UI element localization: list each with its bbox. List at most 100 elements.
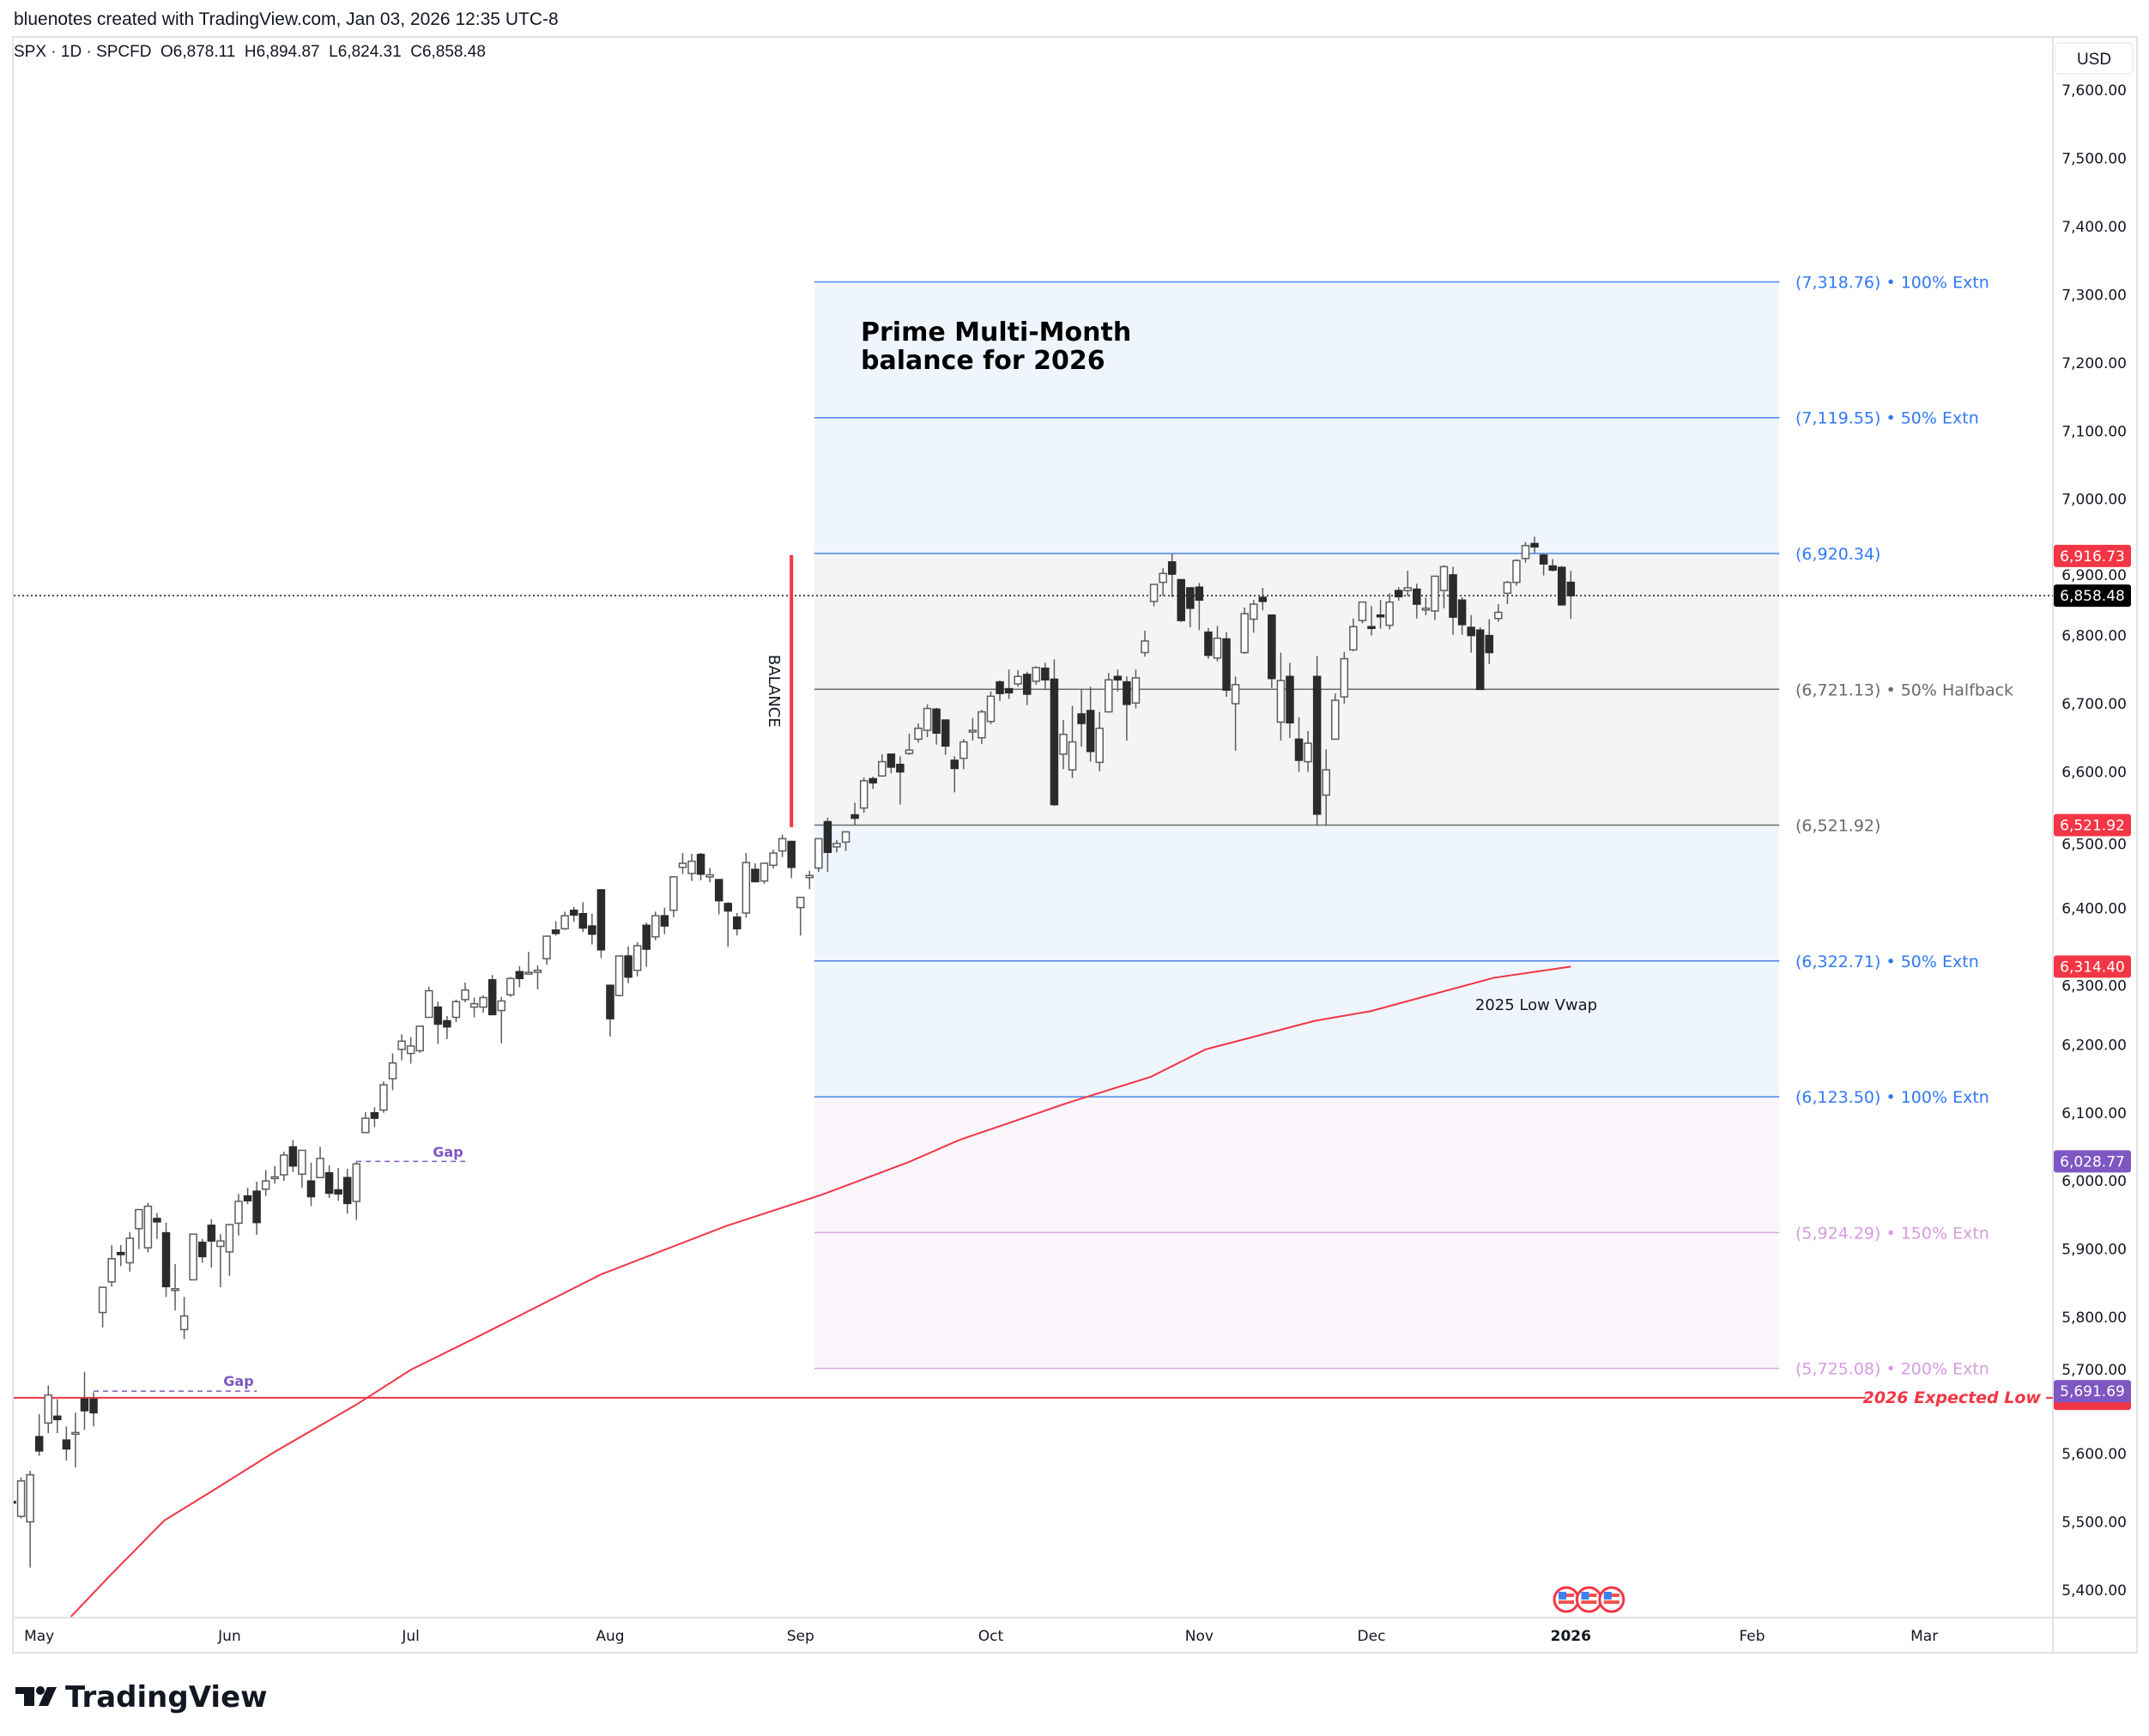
candle[interactable]: [44, 1385, 52, 1434]
candle[interactable]: [1340, 651, 1349, 705]
candle[interactable]: [425, 986, 433, 1019]
candle[interactable]: [153, 1213, 161, 1239]
candle[interactable]: [324, 1164, 334, 1199]
candle[interactable]: [1494, 604, 1503, 622]
candle[interactable]: [479, 995, 487, 1013]
candle[interactable]: [533, 965, 542, 989]
candle[interactable]: [1413, 584, 1421, 619]
candle[interactable]: [524, 952, 533, 975]
candle[interactable]: [569, 906, 578, 922]
candle[interactable]: [225, 1224, 234, 1276]
candle[interactable]: [1349, 618, 1358, 651]
candle[interactable]: [996, 680, 1004, 701]
vwap-2025-low-line[interactable]: [70, 965, 1571, 1618]
candle[interactable]: [624, 946, 633, 983]
candle[interactable]: [1331, 693, 1340, 741]
candle[interactable]: [1004, 669, 1014, 699]
candle[interactable]: [451, 999, 461, 1023]
candle[interactable]: [1512, 559, 1521, 586]
candle[interactable]: [633, 942, 642, 977]
us-flag-event-icon[interactable]: [1575, 1586, 1602, 1613]
candle[interactable]: [161, 1222, 171, 1297]
candle[interactable]: [1213, 626, 1222, 662]
candle[interactable]: [261, 1170, 270, 1196]
candle[interactable]: [1276, 652, 1286, 741]
candle[interactable]: [1503, 581, 1512, 605]
candle[interactable]: [787, 840, 796, 879]
candle[interactable]: [1558, 566, 1566, 606]
candle[interactable]: [869, 777, 877, 789]
candle[interactable]: [135, 1208, 143, 1249]
candle[interactable]: [288, 1140, 298, 1172]
candle[interactable]: [243, 1188, 252, 1205]
candle[interactable]: [1195, 583, 1204, 631]
candle[interactable]: [487, 975, 497, 1016]
candle[interactable]: [723, 902, 732, 947]
candle[interactable]: [1439, 565, 1449, 608]
candle[interactable]: [207, 1219, 216, 1268]
candle[interactable]: [642, 922, 651, 967]
candle[interactable]: [53, 1399, 62, 1434]
time-axis[interactable]: May Jun Jul Aug Sep Oct Nov Dec 2026 Feb Mar: [24, 1628, 1938, 1645]
candle[interactable]: [814, 838, 823, 873]
candle[interactable]: [62, 1426, 71, 1461]
candle[interactable]: [1394, 587, 1403, 602]
candle[interactable]: [1376, 600, 1385, 629]
candle[interactable]: [588, 913, 596, 945]
candle[interactable]: [1204, 627, 1213, 659]
candle[interactable]: [914, 723, 923, 743]
candle[interactable]: [1367, 606, 1376, 636]
candle[interactable]: [1032, 666, 1041, 685]
candle[interactable]: [560, 911, 569, 930]
candle[interactable]: [216, 1234, 225, 1288]
candle[interactable]: [1222, 632, 1231, 698]
candle[interactable]: [1358, 601, 1367, 624]
candle[interactable]: [751, 862, 760, 883]
candle[interactable]: [896, 756, 905, 805]
price-axis[interactable]: 7,600.00 7,500.00 7,400.00 7,300.00 7,200.00…: [2061, 82, 2127, 1600]
candle[interactable]: [841, 831, 851, 851]
symbol-legend[interactable]: SPX · 1D · SPCFD O6,878.11 H6,894.87 L6,…: [14, 43, 486, 62]
candle[interactable]: [1231, 676, 1240, 751]
candle[interactable]: [16, 1477, 26, 1519]
candle[interactable]: [34, 1413, 44, 1456]
candle[interactable]: [143, 1202, 153, 1253]
candle[interactable]: [506, 977, 515, 997]
candle[interactable]: [678, 853, 687, 874]
candle[interactable]: [189, 1233, 197, 1281]
candle[interactable]: [342, 1168, 352, 1214]
candle[interactable]: [1095, 711, 1104, 771]
candle[interactable]: [80, 1371, 89, 1431]
candle[interactable]: [669, 876, 678, 917]
candle[interactable]: [1431, 575, 1439, 620]
candle[interactable]: [280, 1152, 288, 1182]
candle[interactable]: [1304, 730, 1312, 772]
candle[interactable]: [1449, 566, 1457, 635]
candle[interactable]: [1403, 571, 1412, 596]
candle[interactable]: [497, 996, 505, 1043]
candle[interactable]: [461, 983, 469, 1003]
candle[interactable]: [551, 921, 560, 936]
candle[interactable]: [388, 1053, 397, 1091]
candle[interactable]: [270, 1165, 279, 1184]
candle[interactable]: [1149, 584, 1159, 607]
candle[interactable]: [742, 853, 751, 918]
candle[interactable]: [851, 802, 859, 826]
candle[interactable]: [696, 853, 705, 880]
candle[interactable]: [306, 1162, 316, 1207]
candle[interactable]: [651, 911, 660, 941]
candle[interactable]: [923, 704, 932, 737]
candle[interactable]: [1485, 619, 1494, 664]
candle[interactable]: [316, 1146, 324, 1179]
candle[interactable]: [107, 1244, 116, 1287]
candle[interactable]: [352, 1161, 361, 1220]
us-flag-event-icon[interactable]: [1553, 1586, 1580, 1613]
candle[interactable]: [878, 753, 887, 777]
candle[interactable]: [125, 1231, 135, 1272]
candle[interactable]: [1167, 553, 1177, 598]
candle[interactable]: [887, 753, 896, 774]
candle[interactable]: [805, 870, 814, 890]
candle[interactable]: [941, 719, 950, 755]
candle[interactable]: [89, 1392, 98, 1427]
